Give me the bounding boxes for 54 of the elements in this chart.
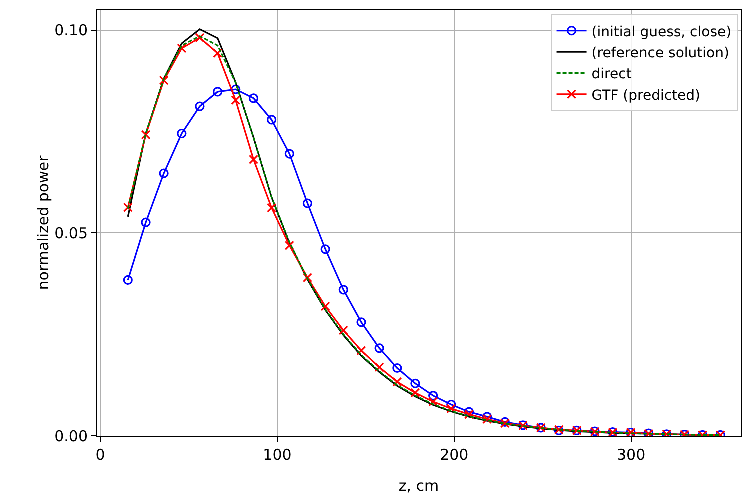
y-tick-label: 0.00 — [54, 427, 88, 446]
point — [320, 244, 330, 254]
point — [159, 76, 169, 86]
x-tick-label: 100 — [263, 446, 292, 464]
point — [177, 128, 187, 139]
point — [446, 400, 456, 410]
point — [267, 203, 277, 213]
point — [446, 404, 456, 414]
legend-label: direct — [592, 66, 632, 83]
point — [284, 240, 294, 251]
point — [482, 414, 492, 424]
point — [338, 285, 348, 295]
point — [284, 149, 294, 159]
point — [428, 391, 438, 401]
legend-label: (initial guess, close) — [592, 24, 732, 40]
point — [320, 302, 330, 312]
point — [302, 272, 313, 283]
point — [123, 275, 133, 286]
y-tick-label: 0.10 — [54, 22, 88, 40]
point — [123, 202, 133, 212]
x-tick-label: 200 — [440, 446, 469, 464]
point — [464, 410, 474, 420]
legend-label: GTF (predicted) — [592, 88, 701, 104]
point — [410, 388, 420, 398]
point — [267, 115, 277, 125]
point — [374, 362, 384, 372]
point — [141, 130, 151, 140]
point — [392, 363, 402, 374]
legend-label: (reference solution) — [592, 46, 730, 62]
point — [141, 218, 151, 228]
point — [464, 407, 474, 417]
point — [159, 168, 169, 178]
point — [392, 377, 402, 387]
point — [248, 154, 259, 165]
point — [356, 318, 366, 328]
y-tick-label: 0.05 — [54, 224, 88, 242]
point — [410, 378, 420, 388]
point — [338, 326, 348, 336]
point — [213, 48, 223, 58]
point — [195, 33, 205, 43]
point — [195, 102, 205, 112]
x-tick-label: 300 — [616, 446, 646, 464]
point — [302, 198, 313, 208]
point — [231, 84, 241, 94]
point — [428, 397, 438, 407]
point — [213, 87, 223, 97]
point — [356, 346, 366, 356]
y-axis-title: normalized power — [34, 154, 53, 290]
point — [177, 44, 187, 54]
point — [374, 344, 384, 354]
x-axis-title: z, cm — [398, 477, 440, 495]
x-tick-label: 0 — [96, 446, 106, 464]
point — [231, 96, 241, 106]
point — [248, 94, 259, 104]
